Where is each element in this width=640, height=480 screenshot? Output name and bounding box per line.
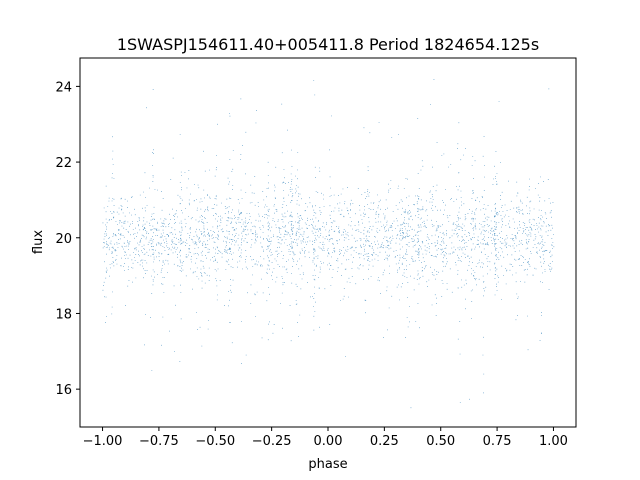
y-axis: 16 18 20 22 24 <box>55 80 80 398</box>
x-tick-label: −0.75 <box>139 434 179 449</box>
x-tick-label: 0.00 <box>314 434 343 449</box>
x-tick-label: 1.00 <box>539 434 568 449</box>
x-tick-label: 0.50 <box>426 434 455 449</box>
x-tick-label: 0.75 <box>483 434 512 449</box>
y-axis-label: flux <box>31 230 46 254</box>
y-tick-label: 24 <box>55 80 72 95</box>
y-tick-label: 18 <box>55 307 72 322</box>
y-tick-label: 20 <box>55 232 72 247</box>
x-axis: −1.00 −0.75 −0.50 −0.25 0.00 0.25 0.50 0.75 1.00 <box>83 427 568 449</box>
x-tick-label: −0.25 <box>252 434 292 449</box>
x-axis-label: phase <box>308 457 347 472</box>
x-tick-label: 0.25 <box>370 434 399 449</box>
y-tick-label: 22 <box>55 156 72 171</box>
x-tick-label: −1.00 <box>83 434 123 449</box>
chart-title: 1SWASPJ154611.40+005411.8 Period 1824654… <box>117 35 539 54</box>
y-tick-label: 16 <box>55 383 72 398</box>
x-tick-label: −0.50 <box>195 434 235 449</box>
